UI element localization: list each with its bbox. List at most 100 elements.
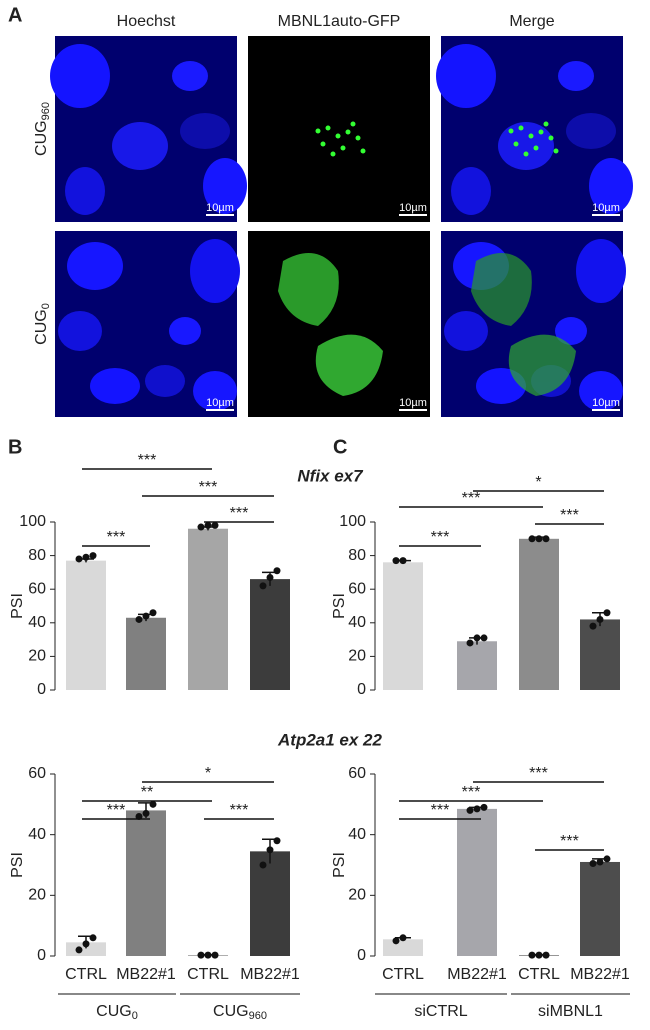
- group-label-sub: 0: [132, 1010, 138, 1022]
- data-point: [197, 951, 205, 959]
- y-tick-label: 60: [28, 580, 46, 597]
- data-point: [399, 557, 407, 565]
- y-tick-label: 0: [357, 681, 366, 698]
- bar: [519, 538, 559, 690]
- y-tick-label: 60: [28, 765, 46, 782]
- significance-label: ***: [431, 802, 450, 819]
- data-point: [266, 573, 274, 581]
- significance-label: ***: [560, 833, 579, 850]
- y-tick-label: 0: [357, 947, 366, 964]
- data-point: [480, 634, 488, 642]
- y-tick-label: 40: [348, 614, 366, 631]
- data-point: [82, 553, 90, 561]
- bar: [126, 617, 166, 690]
- significance-label: **: [141, 784, 153, 801]
- scale-bar-label: 10µm: [399, 202, 427, 214]
- x-tick-label: MB22#1: [570, 966, 630, 983]
- y-tick-label: 0: [37, 681, 46, 698]
- column-label: MBNL1auto-GFP: [278, 13, 401, 30]
- y-tick-label: 80: [348, 547, 366, 564]
- x-tick-label: CTRL: [382, 966, 424, 983]
- group-label-base: CUG: [96, 1003, 132, 1020]
- data-point: [466, 806, 474, 814]
- y-tick-label: 20: [28, 648, 46, 665]
- y-axis-label: PSI: [9, 852, 26, 878]
- group-label-sub: 960: [249, 1010, 267, 1022]
- data-point: [542, 535, 550, 543]
- significance-label: *: [535, 474, 541, 491]
- significance-label: ***: [462, 784, 481, 801]
- data-point: [75, 946, 83, 954]
- group-label-base: siCTRL: [414, 1003, 467, 1020]
- bar: [580, 861, 620, 956]
- x-tick-label: CTRL: [187, 966, 229, 983]
- data-point: [211, 951, 219, 959]
- scale-bar-label: 10µm: [206, 202, 234, 214]
- x-tick-label: MB22#1: [116, 966, 176, 983]
- significance-label: ***: [230, 802, 249, 819]
- panel-label: A: [8, 4, 22, 26]
- group-label: CUG0: [96, 1003, 138, 1022]
- bar: [250, 579, 290, 690]
- data-point: [528, 951, 536, 959]
- data-point: [149, 609, 157, 617]
- chart-title: Atp2a1 ex 22: [277, 730, 382, 749]
- data-point: [596, 615, 604, 623]
- data-point: [528, 535, 536, 543]
- data-point: [589, 859, 597, 867]
- y-axis-label: PSI: [331, 852, 348, 878]
- data-point: [473, 634, 481, 642]
- bar: [457, 808, 497, 956]
- data-point: [204, 951, 212, 959]
- y-tick-label: 20: [348, 887, 366, 904]
- data-point: [603, 855, 611, 863]
- row-label-base: CUG: [33, 120, 50, 156]
- x-tick-label: CTRL: [518, 966, 560, 983]
- chart-title: Nfix ex7: [297, 466, 364, 485]
- significance-label: ***: [529, 765, 548, 782]
- significance-label: ***: [199, 479, 218, 496]
- image: [55, 231, 240, 417]
- group-label: siCTRL: [414, 1003, 467, 1020]
- row-label-sub: 960: [40, 102, 52, 120]
- data-point: [204, 521, 212, 529]
- data-point: [211, 521, 219, 529]
- data-point: [89, 552, 97, 560]
- data-point: [480, 803, 488, 811]
- scale-bars: 10µm 10µm 10µm 10µm 10µm 10µm: [206, 202, 620, 411]
- panel-label: C: [333, 436, 347, 458]
- bar: [66, 942, 106, 956]
- x-tick-label: MB22#1: [447, 966, 507, 983]
- x-tick-label: CTRL: [65, 966, 107, 983]
- significance-label: ***: [107, 529, 126, 546]
- data-point: [197, 523, 205, 531]
- significance-label: ***: [560, 507, 579, 524]
- bar: [383, 562, 423, 690]
- data-point: [75, 555, 83, 563]
- data-point: [149, 800, 157, 808]
- bar: [580, 619, 620, 690]
- row-label: CUG960: [33, 102, 52, 156]
- bar: [188, 528, 228, 690]
- scale-bar-label: 10µm: [206, 397, 234, 409]
- significance-label: *: [205, 765, 211, 782]
- group-label: CUG960: [213, 1003, 267, 1022]
- y-tick-label: 0: [37, 947, 46, 964]
- y-tick-label: 100: [19, 513, 46, 530]
- y-axis-label: PSI: [331, 593, 348, 619]
- data-point: [82, 940, 90, 948]
- row-label: CUG0: [33, 303, 52, 345]
- scale-bar-label: 10µm: [592, 397, 620, 409]
- bar: [457, 641, 497, 690]
- row-label-sub: 0: [40, 303, 52, 309]
- data-point: [399, 934, 407, 942]
- row-label-base: CUG: [33, 309, 50, 345]
- y-tick-label: 100: [339, 513, 366, 530]
- y-tick-label: 20: [348, 648, 366, 665]
- image: [248, 231, 430, 417]
- image: [248, 36, 430, 222]
- significance-label: ***: [138, 452, 157, 469]
- image: [436, 36, 633, 222]
- data-point: [142, 612, 150, 620]
